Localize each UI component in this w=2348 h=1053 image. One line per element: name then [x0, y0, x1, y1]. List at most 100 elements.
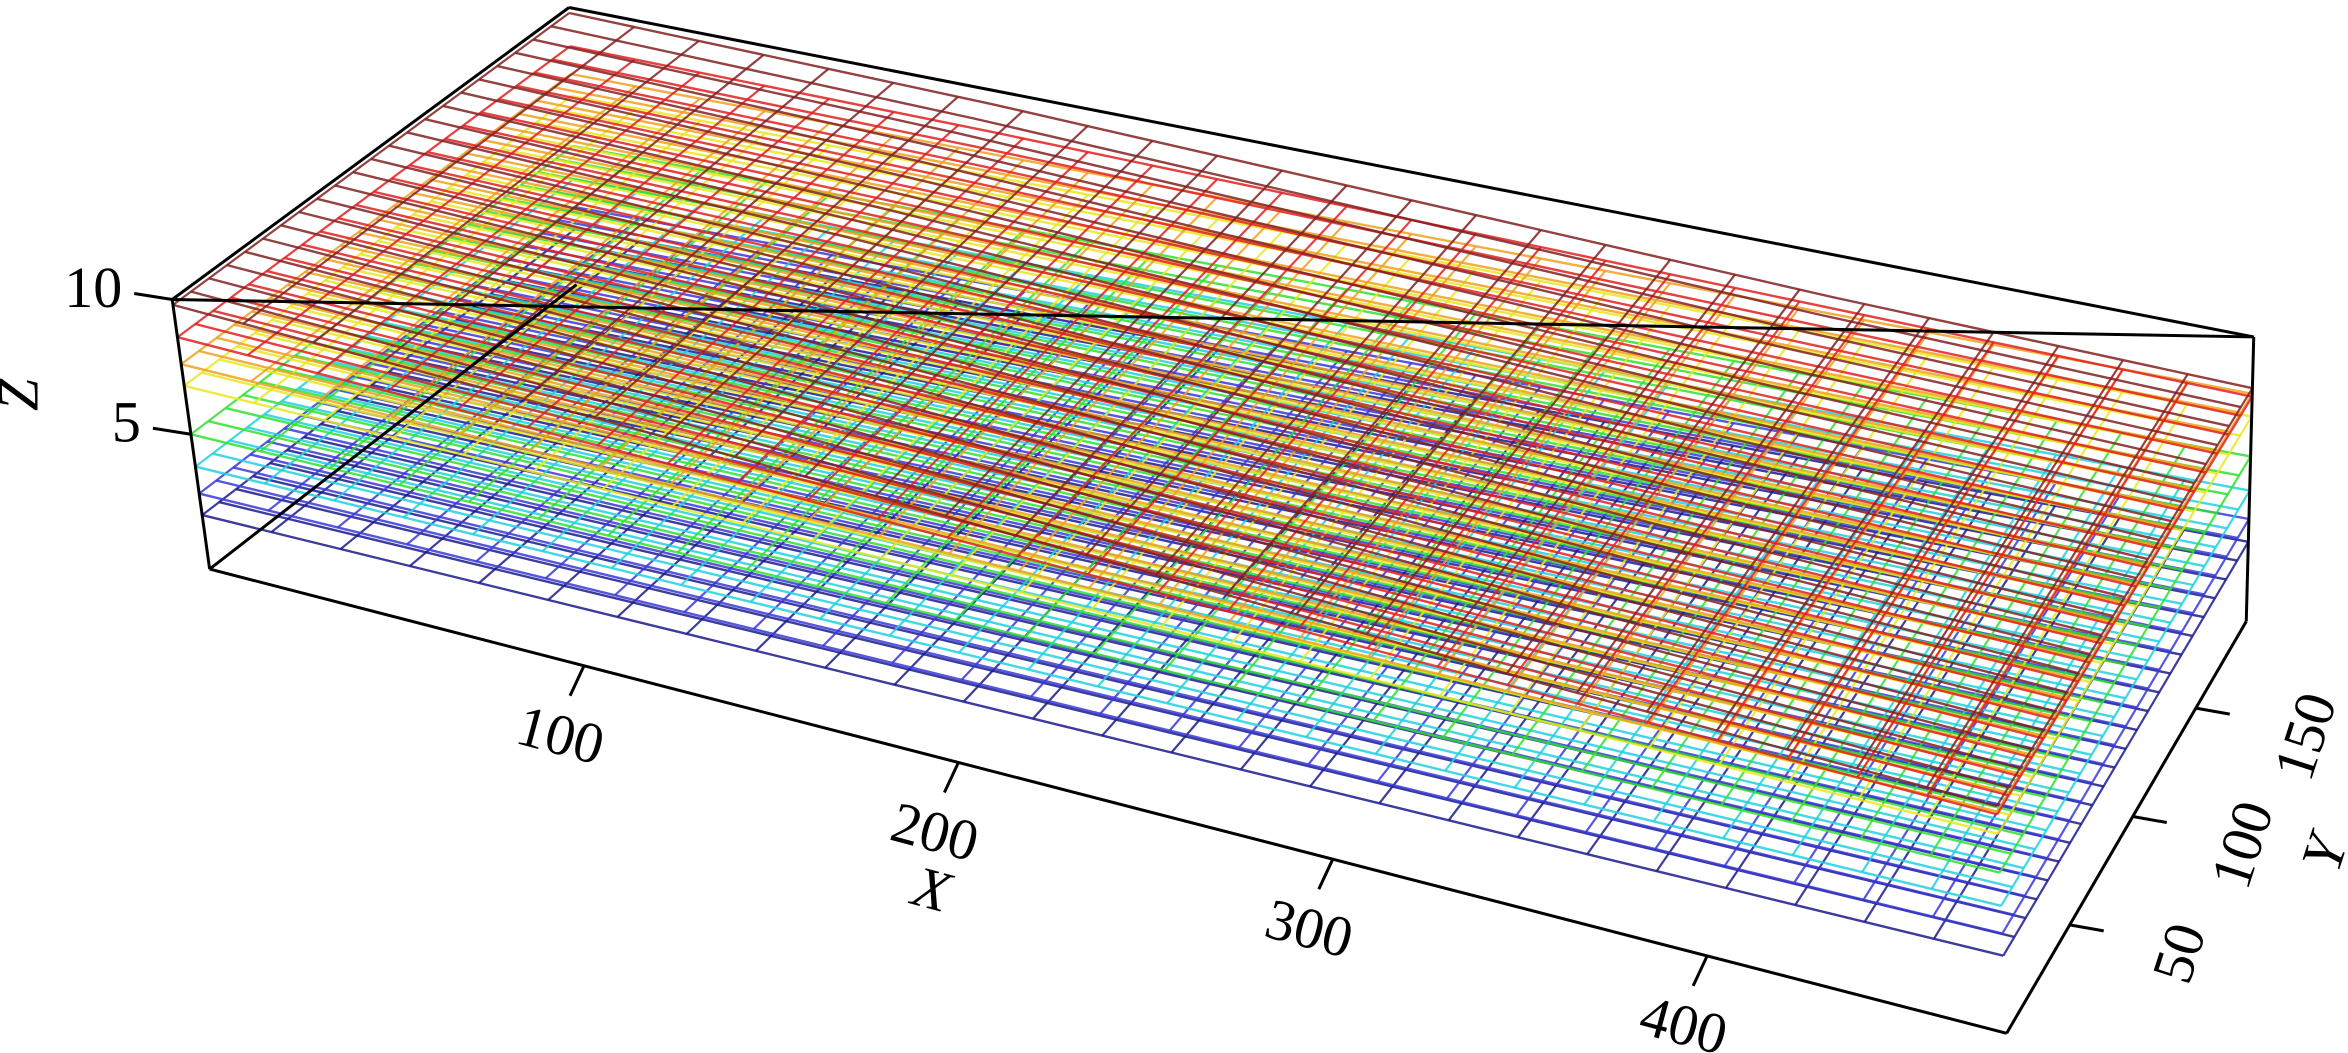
mesh-line — [180, 73, 572, 366]
y-tick — [2069, 923, 2104, 933]
mesh-line — [946, 192, 1283, 539]
mesh-line — [1085, 199, 1413, 556]
mesh-line — [1997, 416, 2253, 835]
y-tick — [2132, 815, 2168, 825]
x-tick — [568, 665, 586, 697]
mesh-line — [194, 178, 575, 468]
mesh-line — [948, 208, 1283, 555]
mesh-line — [815, 252, 1155, 587]
mesh-line — [456, 97, 830, 411]
mesh-line — [593, 95, 959, 419]
box-edge — [171, 6, 570, 301]
mesh-line — [1785, 345, 2060, 751]
layer-line — [190, 433, 2000, 874]
x-tick-label: 300 — [1259, 886, 1360, 971]
mesh-line — [1227, 257, 1542, 624]
mesh-line — [804, 140, 1154, 478]
mesh-line — [1926, 382, 2189, 797]
z-axis-title: Z — [0, 378, 50, 411]
mesh-line — [1929, 443, 2187, 857]
y-tick-label: 150 — [2261, 685, 2348, 788]
mesh-line — [1435, 273, 1736, 655]
mesh-line — [599, 147, 960, 469]
x-tick-label: 100 — [510, 692, 611, 777]
mesh-line — [532, 156, 896, 473]
mesh-line — [2000, 490, 2251, 907]
mesh-line — [1576, 314, 1866, 705]
mesh-line — [669, 159, 1025, 486]
mesh-line — [944, 169, 1283, 517]
mesh-line — [1787, 379, 2059, 783]
y-axis-title: Y — [2288, 822, 2348, 878]
layer-line — [172, 303, 1998, 808]
mesh-line — [320, 97, 701, 400]
z-tick-label: 10 — [64, 255, 122, 320]
mesh-line — [1861, 466, 2122, 873]
mesh-line — [526, 111, 895, 429]
mesh-line — [680, 262, 1026, 586]
mesh-line — [824, 336, 1155, 669]
mesh-line — [596, 124, 960, 447]
mesh-line — [1295, 244, 1607, 616]
mesh-line — [893, 348, 1220, 686]
mesh-line — [1786, 355, 2060, 760]
mesh-line — [885, 264, 1219, 604]
layer-line — [201, 513, 2004, 957]
mesh-line — [1996, 393, 2254, 813]
box-edge — [568, 6, 2255, 339]
mesh-line — [1716, 341, 1995, 742]
layer-line — [574, 205, 2250, 521]
x-tick-label: 400 — [1633, 982, 1734, 1053]
z-tick — [133, 292, 173, 301]
mesh-line — [811, 206, 1154, 542]
mesh-line — [1930, 478, 2187, 890]
box-edge — [208, 283, 578, 571]
x-axis-title: X — [904, 853, 959, 926]
mesh-line — [746, 240, 1090, 571]
mesh-line — [472, 226, 833, 536]
box-edge — [172, 298, 2254, 339]
mesh-line — [1716, 344, 1995, 744]
mesh-line — [666, 137, 1024, 465]
mesh-line — [1925, 373, 2189, 788]
layer — [172, 11, 2254, 808]
mesh-line — [1995, 387, 2254, 807]
mesh-line — [2001, 518, 2250, 935]
mesh-line — [453, 68, 830, 382]
mesh-line — [1226, 246, 1542, 612]
x-tick — [943, 761, 960, 794]
mesh-line — [1225, 229, 1542, 596]
mesh-line — [1717, 366, 1994, 766]
z-tick-label: 5 — [112, 390, 141, 455]
mesh-line — [1645, 317, 1930, 713]
mesh-line — [402, 214, 768, 519]
mesh-line — [1715, 331, 1995, 732]
mesh-line — [1369, 305, 1671, 680]
mesh-line — [1365, 259, 1672, 635]
mesh-line — [663, 110, 1024, 438]
layer — [180, 72, 2254, 813]
mesh-line — [1576, 319, 1866, 710]
box-edge — [2244, 336, 2256, 622]
mesh-line — [1998, 455, 2252, 874]
mesh-line — [382, 54, 765, 363]
mesh-line — [1156, 232, 1477, 594]
mesh-line — [176, 45, 571, 339]
box-edge — [2005, 620, 2248, 1035]
mesh-line — [1722, 442, 1993, 839]
layer-line — [177, 336, 1998, 816]
mesh-line — [1855, 359, 2124, 769]
mesh-line — [1014, 184, 1348, 537]
layer-line — [183, 384, 1999, 835]
z-tick — [152, 426, 192, 436]
mesh-line — [876, 178, 1219, 520]
mesh-line — [1367, 282, 1671, 658]
mesh-line — [1505, 288, 1801, 675]
x-tick — [1317, 858, 1335, 890]
mesh-line — [523, 82, 894, 400]
x-tick — [1691, 955, 1709, 987]
y-tick — [2195, 706, 2231, 716]
mesh-line — [1583, 418, 1864, 806]
mesh-line — [1856, 368, 2124, 779]
